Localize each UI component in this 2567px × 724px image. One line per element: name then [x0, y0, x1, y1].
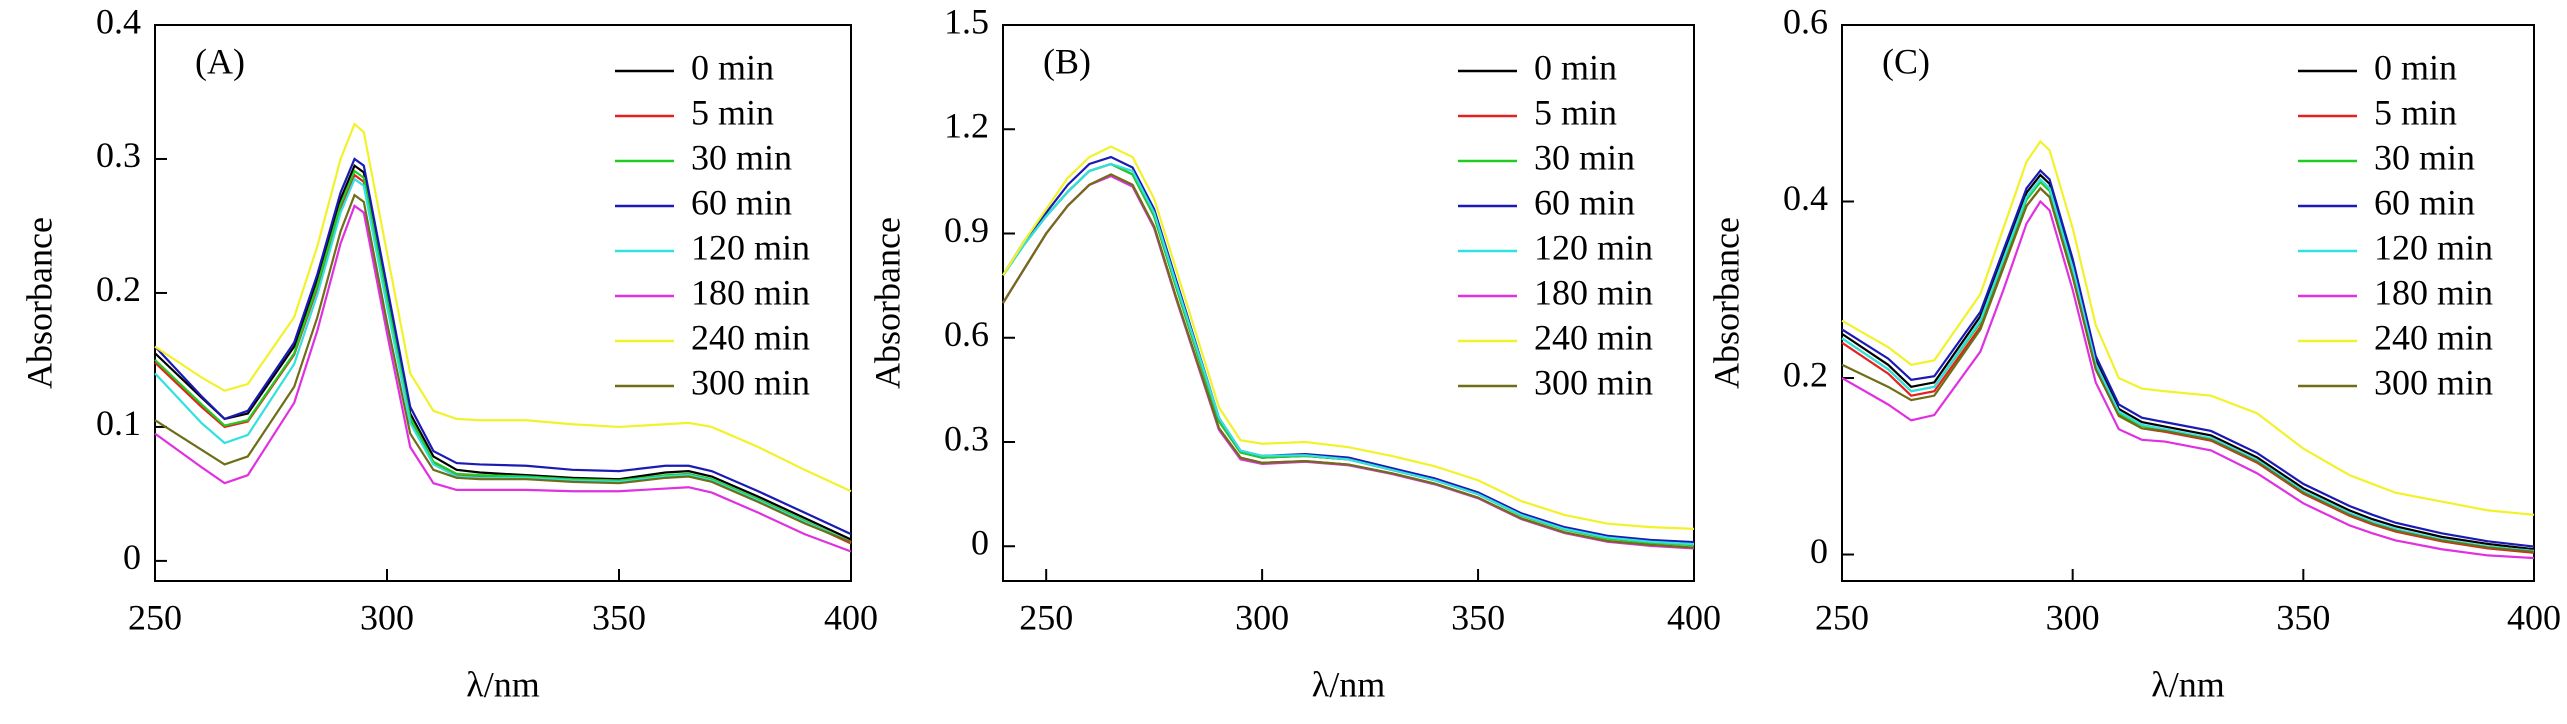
x-tick-label: 350	[2276, 597, 2330, 637]
spectrum-line	[1002, 173, 1695, 549]
y-axis-label: Absorbance	[19, 217, 59, 389]
y-axis-label: Absorbance	[867, 217, 907, 389]
legend-label: 300 min	[1534, 362, 1653, 402]
x-tick-label: 250	[1815, 597, 1869, 637]
panel: 0 0.3 0.6 0.9 1.2 1.5 250 300 350 400 λ/nm Absorban…	[867, 1, 1721, 704]
spectrum-line	[1841, 186, 2535, 553]
y-axis-label: Absorbance	[1706, 217, 1746, 389]
legend-label: 60 min	[691, 182, 792, 222]
x-tick-label: 250	[128, 597, 182, 637]
legend-label: 5 min	[691, 92, 774, 132]
legend-label: 180 min	[2374, 272, 2493, 312]
panel: 0 0.1 0.2 0.3 0.4 250 300 350 400 λ/nm Absorbance (…	[19, 1, 878, 704]
plot-frame	[1841, 24, 2535, 582]
x-tick-label: 350	[1451, 597, 1505, 637]
spectrum-line	[154, 204, 852, 553]
legend-label: 240 min	[691, 317, 810, 357]
spectrum-line	[154, 169, 852, 544]
y-tick-label: 0.3	[96, 135, 141, 175]
legend-label: 120 min	[691, 227, 810, 267]
spectrum-line	[1841, 173, 2535, 551]
x-tick-label: 250	[1019, 597, 1073, 637]
legend-label: 5 min	[2374, 92, 2457, 132]
x-tick-label: 300	[360, 597, 414, 637]
y-tick-label: 0.4	[1783, 178, 1828, 218]
legend-label: 0 min	[2374, 47, 2457, 87]
y-tick-label: 0	[1810, 531, 1828, 571]
spectrum-line	[1841, 168, 2535, 548]
y-tick-label: 0.2	[1783, 354, 1828, 394]
y-tick-label: 0.6	[1783, 1, 1828, 41]
y-tick-label: 0.4	[96, 1, 141, 41]
x-tick-label: 400	[824, 597, 878, 637]
legend-label: 240 min	[2374, 317, 2493, 357]
panel: 0 0.2 0.4 0.6 250 300 350 400 λ/nm Absorbance (C) 0…	[1706, 1, 2561, 704]
panel-label: (A)	[195, 41, 245, 81]
legend-label: 180 min	[691, 272, 810, 312]
panel-label: (B)	[1043, 41, 1091, 81]
y-tick-label: 0.6	[944, 314, 989, 354]
legend-label: 0 min	[691, 47, 774, 87]
legend-label: 30 min	[2374, 137, 2475, 177]
legend-label: 30 min	[1534, 137, 1635, 177]
legend-label: 120 min	[2374, 227, 2493, 267]
y-tick-label: 0.9	[944, 210, 989, 250]
x-axis-label: λ/nm	[466, 664, 539, 704]
spectrum-line	[154, 193, 852, 544]
x-tick-label: 400	[2507, 597, 2561, 637]
x-axis-label: λ/nm	[1312, 664, 1385, 704]
x-tick-label: 300	[1235, 597, 1289, 637]
spectrum-line	[154, 177, 852, 544]
y-tick-label: 0	[971, 523, 989, 563]
legend-label: 180 min	[1534, 272, 1653, 312]
plot-frame	[154, 24, 852, 582]
spectrum-line	[1841, 139, 2535, 516]
legend-label: 0 min	[1534, 47, 1617, 87]
x-tick-label: 300	[2046, 597, 2100, 637]
legend-label: 30 min	[691, 137, 792, 177]
legend-label: 60 min	[2374, 182, 2475, 222]
y-tick-label: 0.1	[96, 403, 141, 443]
spectrum-line	[1841, 177, 2535, 553]
y-tick-label: 0.2	[96, 269, 141, 309]
y-tick-label: 1.2	[944, 106, 989, 146]
legend-label: 60 min	[1534, 182, 1635, 222]
x-tick-label: 400	[1667, 597, 1721, 637]
x-axis-label: λ/nm	[2151, 664, 2224, 704]
panel-label: (C)	[1882, 41, 1930, 81]
spectrum-line	[1002, 145, 1695, 530]
legend-label: 5 min	[1534, 92, 1617, 132]
spectrum-line	[154, 157, 852, 536]
y-tick-label: 1.5	[944, 1, 989, 41]
legend-label: 240 min	[1534, 317, 1653, 357]
y-tick-label: 0	[123, 537, 141, 577]
legend-label: 300 min	[2374, 362, 2493, 402]
spectrum-line	[154, 122, 852, 493]
x-tick-label: 350	[592, 597, 646, 637]
y-tick-label: 0.3	[944, 418, 989, 458]
spectrum-line	[154, 163, 852, 541]
spectrum-line	[1002, 162, 1695, 546]
legend-label: 300 min	[691, 362, 810, 402]
spectrum-line	[1841, 199, 2535, 560]
legend-label: 120 min	[1534, 227, 1653, 267]
